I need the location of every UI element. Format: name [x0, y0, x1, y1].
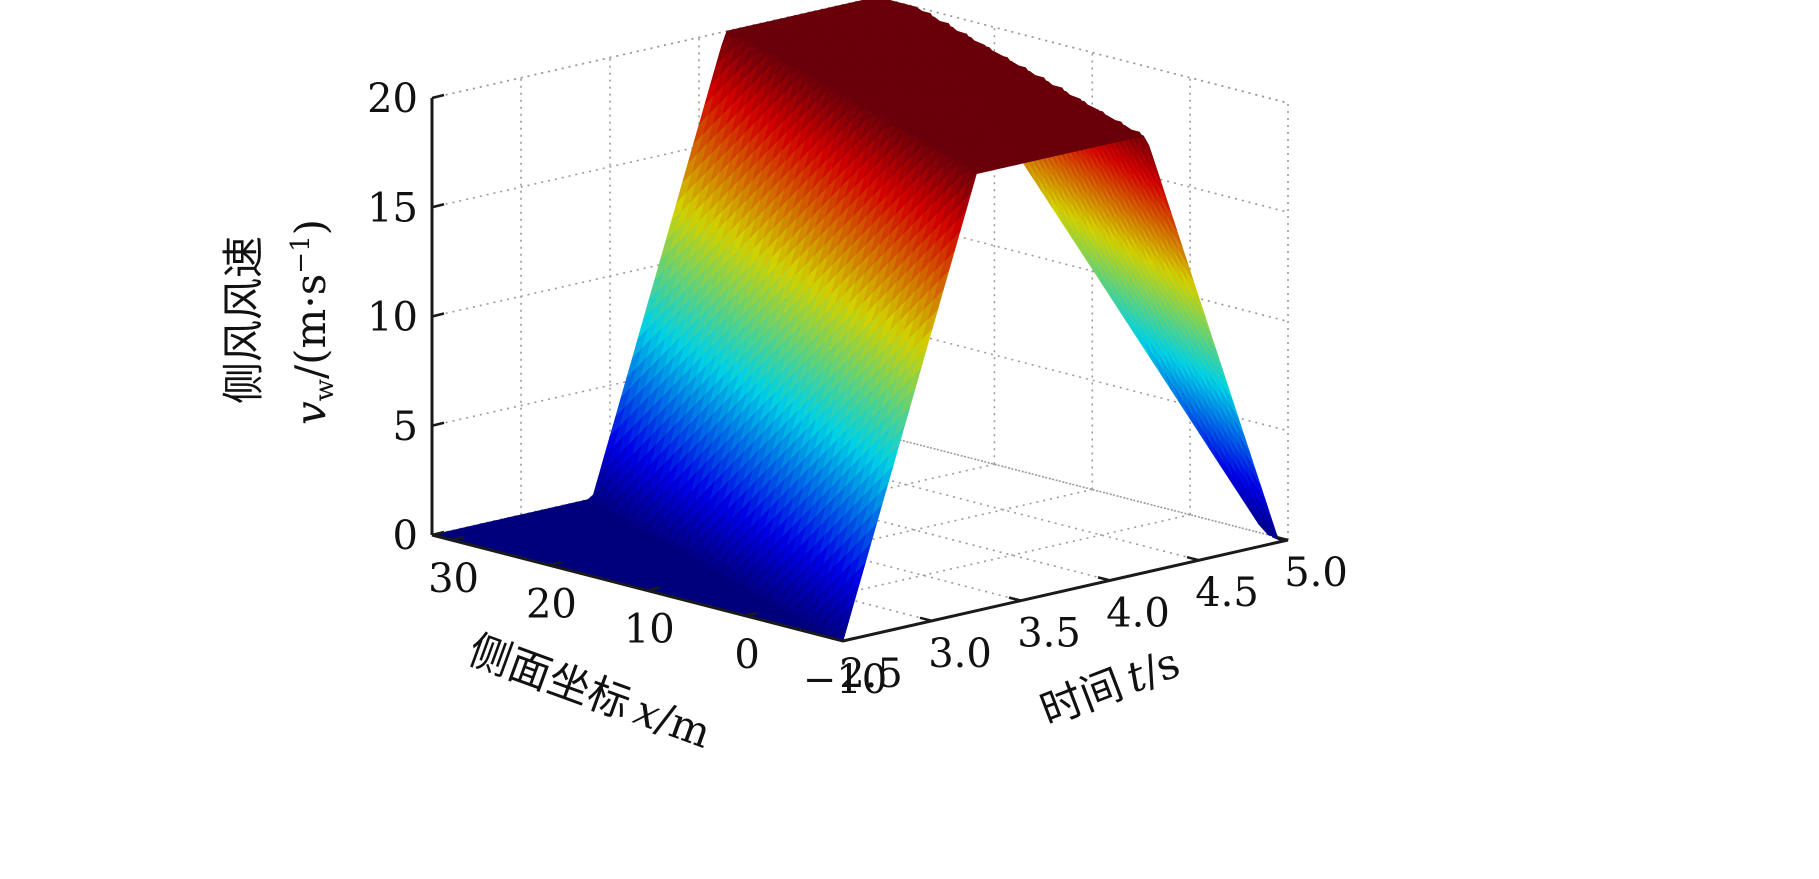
- t-axis-title: 时间t/s: [1034, 638, 1187, 736]
- z-tick-mark: [431, 421, 445, 427]
- t-tick-mark: [1008, 596, 1022, 602]
- grid-line: [609, 493, 1022, 602]
- x-tick-mark: [549, 561, 562, 567]
- z-tick-mark: [431, 530, 445, 537]
- z-tick-label: 0: [393, 513, 418, 559]
- z-tick-mark: [431, 93, 445, 100]
- t-tick-label: 2.5: [839, 651, 903, 697]
- t-tick-label: 3.0: [928, 631, 992, 677]
- t-tick-mark: [1186, 555, 1200, 562]
- x-tick-label: 30: [428, 556, 479, 602]
- z-tick-label: 15: [367, 185, 418, 231]
- z-axis-title-chinese: 侧风风速: [219, 236, 268, 404]
- x-tick-mark: [744, 611, 758, 617]
- t-tick-label: 4.0: [1106, 590, 1170, 636]
- t-tick-mark: [1097, 576, 1111, 582]
- t-tick-mark: [919, 616, 933, 623]
- z-axis-title-symbol: vw/(m·s−1): [286, 219, 340, 425]
- z-tick-label: 10: [367, 295, 418, 341]
- x-tick-label: 20: [526, 581, 577, 627]
- z-tick-mark: [431, 312, 445, 318]
- grid-line: [520, 514, 933, 622]
- z-tick-mark: [431, 203, 445, 209]
- x-tick-mark: [451, 535, 464, 542]
- z-tick-label: 5: [393, 404, 418, 450]
- t-tick-label: 3.5: [1017, 611, 1081, 657]
- grid-line: [698, 473, 1111, 582]
- x-tick-label: 0: [734, 632, 759, 678]
- t-tick-mark: [830, 636, 844, 643]
- x-tick-mark: [842, 636, 856, 643]
- surface-plot: [431, 0, 1289, 642]
- x-tick-label: 10: [624, 607, 675, 653]
- x-tick-label: −10: [803, 657, 887, 703]
- tick-labels: 0 5 10 15 20 30 20 10 0 −102.5 3.0 3.5 4.0 4.5 5.0: [367, 76, 1348, 703]
- t-tick-label: 4.5: [1195, 570, 1259, 616]
- x-axis-title: 侧面坐标x/m: [462, 625, 717, 758]
- t-tick-label: 5.0: [1284, 550, 1348, 596]
- z-tick-label: 20: [367, 76, 418, 122]
- x-tick-mark: [646, 586, 660, 592]
- grid-line: [787, 453, 1200, 561]
- t-tick-mark: [1275, 535, 1289, 542]
- grid-line: [876, 433, 1289, 541]
